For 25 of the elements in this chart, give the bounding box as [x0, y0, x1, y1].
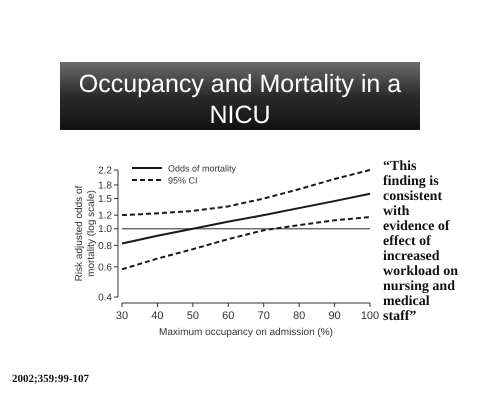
y-tick-label: 0.4	[98, 292, 112, 304]
chart-title: Occupancy and Mortality in a NICU	[78, 70, 402, 129]
legend-label: Odds of mortality	[168, 164, 237, 174]
y-tick-label: 0.8	[98, 240, 112, 252]
x-tick-label: 40	[151, 310, 164, 322]
text: 2002;359:99-107	[12, 373, 90, 385]
y-tick-label: 1.0	[98, 224, 112, 236]
x-axis-title: Maximum occupancy on admission (%)	[159, 327, 333, 338]
y-tick-label: 1.2	[98, 210, 112, 222]
x-tick-label: 70	[258, 310, 270, 322]
x-tick-label: 100	[360, 310, 380, 322]
y-axis-title: Risk adjusted odds of mortality (log scale)	[74, 185, 97, 282]
x-tick-label: 80	[293, 310, 306, 322]
y-tick-label: 2.2	[98, 166, 112, 176]
text: “This finding is consistent with evidence of effect of increased workload on nursing and medical staff”	[383, 159, 458, 324]
y-tick-label: 1.8	[98, 180, 112, 192]
y-tick-label: 0.6	[98, 262, 112, 274]
line-series	[121, 192, 371, 245]
x-tick-label: 30	[116, 310, 128, 322]
legend-label: 95% CI	[168, 176, 198, 186]
y-tick-label: 1.5	[98, 194, 112, 206]
line-series	[121, 216, 371, 270]
x-tick-label: 50	[186, 310, 199, 322]
x-tick-label: 60	[222, 310, 234, 322]
x-tick-label: 90	[328, 310, 341, 322]
